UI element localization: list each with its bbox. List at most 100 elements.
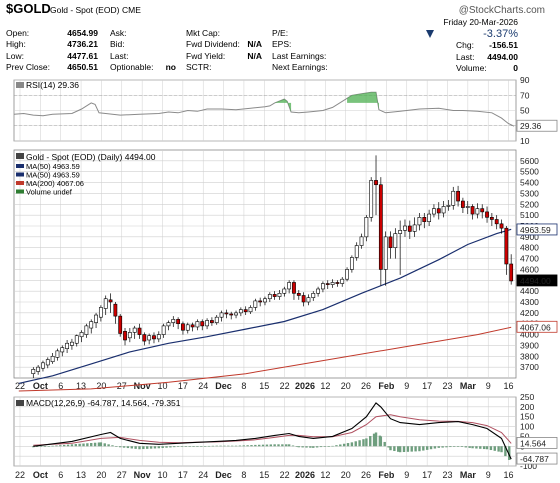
candle-up — [267, 294, 272, 300]
macd-hist-bar — [59, 445, 62, 447]
candle-up — [238, 309, 243, 314]
candle-up — [79, 332, 84, 338]
candle-down — [108, 299, 113, 303]
macd-hist-bar — [406, 446, 410, 452]
rsi-overbought-fill — [274, 99, 292, 112]
candle-up — [427, 213, 432, 222]
quote-label: Next Earnings: — [272, 62, 328, 72]
chg-value: -156.51 — [489, 40, 518, 50]
rsi-overbought-fill — [347, 92, 379, 110]
macd-signal-line — [33, 414, 512, 446]
candle-up — [345, 269, 349, 280]
candle-down — [388, 236, 393, 249]
candle-down — [407, 225, 412, 232]
macd-hist-bar — [346, 443, 350, 447]
macd-hist-bar — [258, 444, 261, 447]
macd-hist-bar — [242, 445, 245, 447]
candle-up — [161, 325, 166, 335]
macd-hist-bar — [323, 446, 327, 447]
macd-hist-bar — [254, 444, 257, 447]
macd-hist-bar — [103, 443, 106, 447]
x-tick-label: 23 — [442, 470, 452, 480]
price-title: Gold - Spot (EOD) (Daily) 4494.00 — [26, 152, 156, 162]
y-tick-label: 70 — [520, 90, 530, 100]
candle-up — [441, 206, 446, 214]
macd-hist-bar — [485, 446, 489, 450]
quote-value: N/A — [247, 51, 262, 61]
candle-up — [84, 325, 89, 335]
macd-hist-bar — [425, 446, 429, 450]
x-tick-label: 26 — [361, 470, 371, 480]
macd-hist-bar — [173, 446, 176, 448]
macd-hist-bar — [285, 444, 288, 447]
macd-hist-bar — [445, 446, 448, 448]
rsi-legend-swatch — [16, 82, 24, 88]
quote-value: 4477.61 — [67, 51, 98, 61]
down-arrow-icon — [426, 30, 434, 38]
macd-hist-bar — [449, 446, 452, 448]
macd-hist-bar — [196, 446, 199, 447]
quote-label: Last: — [110, 51, 128, 61]
candle-up — [55, 350, 60, 358]
macd-hist-bar — [43, 446, 47, 447]
macd-hist-bar — [261, 444, 265, 447]
candle-up — [185, 324, 190, 331]
candle-up — [354, 245, 359, 258]
candle-up — [349, 257, 354, 270]
macd-hist-bar — [418, 446, 421, 452]
x-tick-label: 23 — [442, 381, 452, 391]
instrument-name: Gold - Spot (EOD) — [50, 5, 120, 15]
candle-up — [205, 320, 209, 327]
candle-down — [301, 295, 306, 303]
candle-down — [480, 208, 485, 213]
price-tag-box — [516, 274, 558, 287]
macd-hist-bar — [471, 446, 474, 449]
candle-up — [36, 366, 41, 372]
volume-label: Volume: — [456, 63, 487, 73]
macd-hist-bar — [393, 446, 396, 452]
candle-up — [364, 217, 369, 238]
volume-value: 0 — [513, 63, 518, 73]
symbol: $GOLD — [6, 1, 51, 16]
y-tick-label: 3800 — [520, 351, 539, 361]
candle-down — [152, 335, 156, 340]
macd-hist-bar — [374, 432, 378, 447]
macd-hist-bar — [372, 433, 376, 447]
x-tick-label: 10 — [157, 470, 167, 480]
y-tick-label: 3900 — [520, 340, 539, 350]
candle-down — [118, 315, 123, 334]
candle-up — [282, 288, 287, 294]
candle-up — [330, 282, 335, 285]
legend-entry: MA(200) 4067.06 — [26, 179, 84, 188]
price-tag: 4494.00 — [520, 276, 551, 286]
y-tick-label: 4200 — [520, 308, 539, 318]
x-tick-label: 15 — [259, 470, 269, 480]
legend-entry: MA(50) 4963.59 — [26, 171, 80, 180]
macd-hist-bar — [63, 444, 66, 447]
macd-hist-bar — [126, 446, 130, 449]
x-tick-label: 17 — [422, 470, 432, 480]
macd-hist-bar — [32, 446, 35, 448]
candle-up — [234, 312, 238, 316]
macd-hist-bar — [277, 444, 280, 447]
candle-up — [195, 321, 200, 328]
macd-hist-bar — [47, 446, 50, 447]
candle-up — [219, 312, 224, 318]
macd-hist-bar — [464, 446, 467, 448]
macd-hist-bar — [118, 446, 122, 448]
candle-down — [325, 283, 330, 285]
x-tick-label: 10 — [157, 381, 167, 391]
macd-hist-bar — [223, 445, 226, 447]
x-tick-label: 17 — [178, 381, 188, 391]
macd-hist-bar — [55, 445, 58, 447]
candle-down — [499, 223, 504, 229]
legend-entry: Volume undef — [26, 188, 73, 197]
macd-hist-bar — [234, 445, 238, 447]
macd-hist-bar — [169, 446, 172, 448]
macd-hist-bar — [93, 442, 97, 447]
quote-value: 4654.99 — [67, 28, 98, 38]
x-tick-label: 6 — [58, 470, 63, 480]
candle-up — [89, 321, 94, 329]
candle-down — [470, 206, 475, 215]
